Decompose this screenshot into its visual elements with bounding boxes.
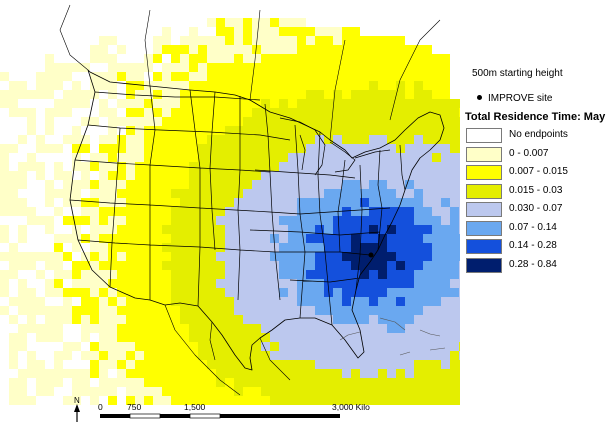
caribbean-islands bbox=[339, 317, 446, 356]
legend-swatch bbox=[466, 165, 502, 180]
legend-swatch bbox=[466, 239, 502, 254]
improve-site-label: IMPROVE site bbox=[488, 93, 553, 104]
scale-tick-3000: 3,000 Kilometers bbox=[332, 402, 370, 412]
state-lines bbox=[69, 85, 406, 326]
improve-site-dot-icon bbox=[477, 95, 482, 101]
improve-site-marker bbox=[368, 252, 374, 258]
legend-class-label: 0 - 0.007 bbox=[509, 147, 549, 159]
north-arrow: N bbox=[74, 396, 80, 422]
residence-time-map: N bbox=[0, 4, 460, 422]
us-outline bbox=[69, 69, 445, 371]
legend-class-label: 0.030 - 0.07 bbox=[509, 203, 563, 214]
legend-class-label: No endpoints bbox=[509, 129, 568, 140]
scale-bar-graphic bbox=[100, 413, 340, 419]
legend-class-label: 0.007 - 0.015 bbox=[509, 166, 568, 177]
legend-swatch bbox=[466, 183, 502, 199]
legend-swatch bbox=[466, 146, 502, 162]
international-lines bbox=[59, 4, 441, 396]
legend-class-label: 0.015 - 0.03 bbox=[509, 184, 563, 196]
legend-swatch bbox=[466, 128, 502, 143]
scale-bar: 0 750 1,500 3,000 Kilometers bbox=[98, 402, 370, 419]
legend-class-label: 0.28 - 0.84 bbox=[509, 258, 557, 270]
legend-panel: 500m starting height IMPROVE site Total … bbox=[460, 0, 609, 427]
north-label: N bbox=[74, 396, 80, 405]
legend-swatch bbox=[466, 220, 502, 236]
map-panel: N 0 750 1,500 3,000 Kilometers bbox=[0, 4, 460, 422]
improve-site bbox=[368, 252, 374, 258]
legend-class-label: 0.14 - 0.28 bbox=[509, 240, 557, 251]
scale-tick-1500: 1,500 bbox=[184, 402, 206, 412]
legend-title: Total Residence Time: May bbox=[465, 111, 606, 123]
legend-class-label: 0.07 - 0.14 bbox=[509, 221, 557, 233]
legend-swatch bbox=[466, 257, 502, 273]
scale-tick-0: 0 bbox=[98, 402, 103, 412]
improve-site-legend: IMPROVE site bbox=[472, 93, 552, 104]
state-boundaries bbox=[59, 4, 446, 396]
scale-tick-750: 750 bbox=[127, 402, 141, 412]
starting-height-label: 500m starting height bbox=[472, 68, 563, 79]
legend-swatch bbox=[466, 202, 502, 217]
residence-grid-layer bbox=[0, 18, 460, 405]
north-arrow-head bbox=[74, 404, 80, 412]
